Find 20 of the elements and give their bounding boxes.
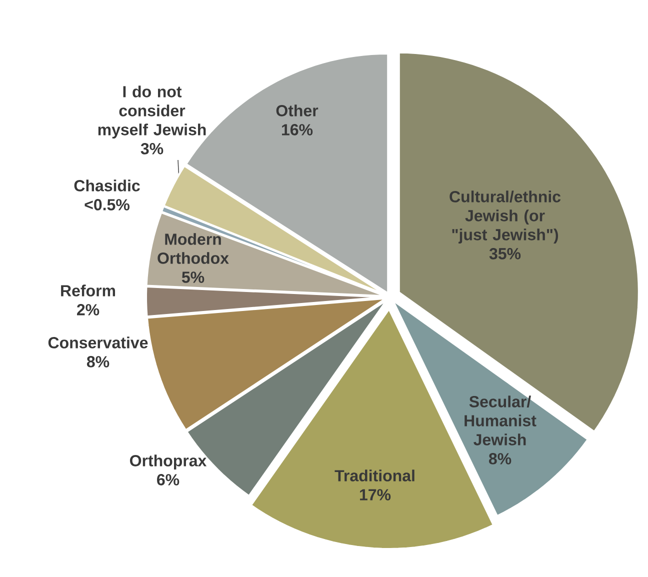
data-label: 2% (77, 304, 100, 316)
data-label: 3% (140, 143, 164, 154)
slice-label: Chasidic (74, 180, 140, 192)
slice-label: I do not consider myself Jewish (98, 86, 206, 139)
data-label: 8% (86, 356, 110, 368)
slice-label: Reform (61, 284, 116, 296)
data-label: 8% (488, 453, 512, 464)
data-label: 5% (182, 272, 204, 283)
slice-label: Orthoprax (130, 454, 207, 470)
data-label: 35% (489, 248, 521, 260)
data-label: 17% (360, 489, 391, 500)
slice-label: Modern Orthodox (158, 233, 229, 264)
slice-label: Traditional (334, 470, 414, 482)
data-label: 16% (282, 124, 313, 136)
slice-label: Conservative (48, 336, 148, 348)
slice-label: Secular/ Humanist Jewish (464, 396, 536, 446)
slice-label: Cultural/ethnic Jewish (or "just Jewish") (450, 190, 561, 244)
slice-label: Other (276, 104, 318, 116)
data-label: 6% (157, 474, 180, 486)
data-label: <0.5% (84, 199, 130, 210)
